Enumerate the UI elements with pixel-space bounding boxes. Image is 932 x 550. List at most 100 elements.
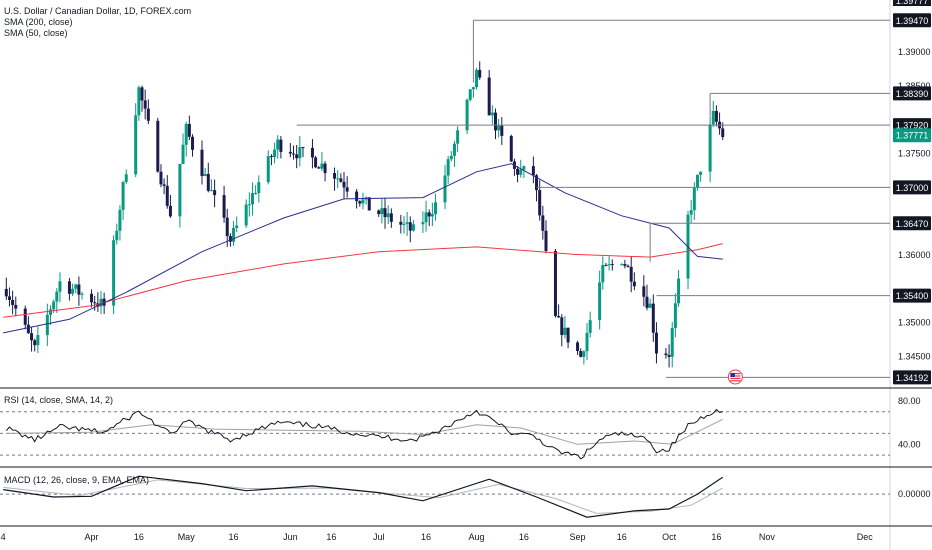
candle-up [402, 223, 406, 225]
candle-up [421, 222, 425, 225]
candle-down [604, 265, 608, 267]
candle-up [607, 264, 611, 266]
price-tick-label: 1.36000 [898, 250, 931, 260]
rsi-legend: RSI (14, close, SMA, 14, 2) [4, 395, 113, 406]
candle-down [487, 77, 491, 116]
candle-up [298, 147, 302, 159]
candle-down [14, 304, 18, 309]
candle-up [336, 178, 340, 180]
candle-up [181, 144, 185, 164]
price-tick-label: 1.35000 [898, 318, 931, 328]
candle-down [714, 110, 718, 122]
candle-down [557, 316, 561, 318]
candle-up [695, 174, 699, 188]
us-flag-icon-stripe [730, 380, 741, 382]
candle-up [711, 110, 715, 125]
candle-up [273, 149, 277, 158]
time-tick-label: Aug [469, 532, 485, 542]
candle-up [250, 193, 254, 205]
candle-down [664, 353, 668, 356]
candle-down [93, 302, 97, 304]
candle-down [493, 112, 497, 131]
candle-up [563, 327, 567, 335]
candle-down [383, 208, 387, 218]
candle-down [632, 281, 636, 287]
candle-down [317, 167, 321, 169]
price-label-badge [893, 180, 931, 195]
candle-up [232, 227, 236, 242]
us-flag-icon [727, 369, 743, 385]
candle-up [361, 199, 365, 204]
macd-title: MACD (12, 26, close, 9, EMA, EMA) [4, 475, 150, 485]
candle-up [115, 230, 119, 241]
chart-legend: U.S. Dollar / Canadian Dollar, 1D, FOREX… [4, 6, 191, 39]
price-label: 1.36470 [896, 219, 929, 229]
candle-down [269, 156, 273, 158]
candle-down [146, 108, 150, 121]
candle-up [386, 213, 390, 218]
candle-down [222, 195, 226, 218]
candle-up [58, 281, 62, 292]
candle-down [531, 166, 535, 176]
candle-down [541, 215, 545, 231]
candle-up [522, 166, 526, 170]
candle-up [121, 182, 125, 210]
candle-down [566, 327, 570, 343]
rsi-tick-label: 40.00 [898, 439, 921, 449]
candle-up [430, 214, 434, 217]
candle-up [184, 123, 188, 145]
candle-down [143, 100, 147, 109]
us-flag-icon-stripe [730, 373, 741, 375]
candle-down [168, 205, 172, 217]
candle-down [225, 217, 229, 237]
candle-up [48, 309, 52, 315]
candle-up [588, 320, 592, 333]
candle-down [187, 123, 191, 137]
macd-tick-label: 0.00000 [898, 489, 931, 499]
candle-down [535, 175, 539, 191]
time-tick-label: Dec [857, 532, 874, 542]
candle-up [380, 208, 384, 215]
candle-down [90, 293, 94, 303]
candle-down [367, 197, 371, 211]
price-label: 1.37920 [896, 121, 929, 131]
price-tick-label: 1.34500 [898, 352, 931, 362]
time-tick-label: Jul [373, 532, 385, 542]
candle-down [140, 87, 144, 101]
candle-up [497, 125, 501, 131]
candle-down [301, 147, 305, 149]
candle-up [598, 282, 602, 321]
price-label: 1.38390 [896, 89, 929, 99]
candle-down [560, 317, 564, 335]
candle-down [159, 171, 163, 185]
candle-down [156, 120, 160, 172]
candle-down [642, 286, 646, 297]
candle-up [36, 335, 40, 346]
candle-up [118, 209, 122, 231]
candle-down [333, 173, 337, 179]
time-tick-label: 16 [421, 532, 431, 542]
candle-down [427, 212, 431, 217]
candle-up [320, 163, 324, 169]
candle-down [200, 149, 204, 176]
sma50-legend: SMA (50, close) [4, 28, 68, 38]
candle-down [478, 69, 482, 78]
price-label-badge [893, 216, 931, 231]
candle-up [471, 87, 475, 90]
price-label: 1.37000 [896, 183, 929, 193]
candle-down [279, 139, 283, 152]
candle-down [408, 222, 412, 231]
us-flag-icon-canton [730, 373, 735, 377]
candle-up [670, 327, 674, 357]
candle-down [389, 213, 393, 222]
candle-up [74, 284, 78, 289]
candle-down [509, 135, 513, 162]
candle-up [99, 298, 103, 307]
candle-up [465, 99, 469, 131]
time-tick-label: 16 [326, 532, 336, 542]
macd-legend: MACD (12, 26, close, 9, EMA, EMA) [4, 475, 149, 486]
sma200-legend: SMA (200, close) [4, 17, 73, 27]
rsi-tick-label: 80.00 [898, 396, 921, 406]
candle-up [449, 155, 453, 160]
